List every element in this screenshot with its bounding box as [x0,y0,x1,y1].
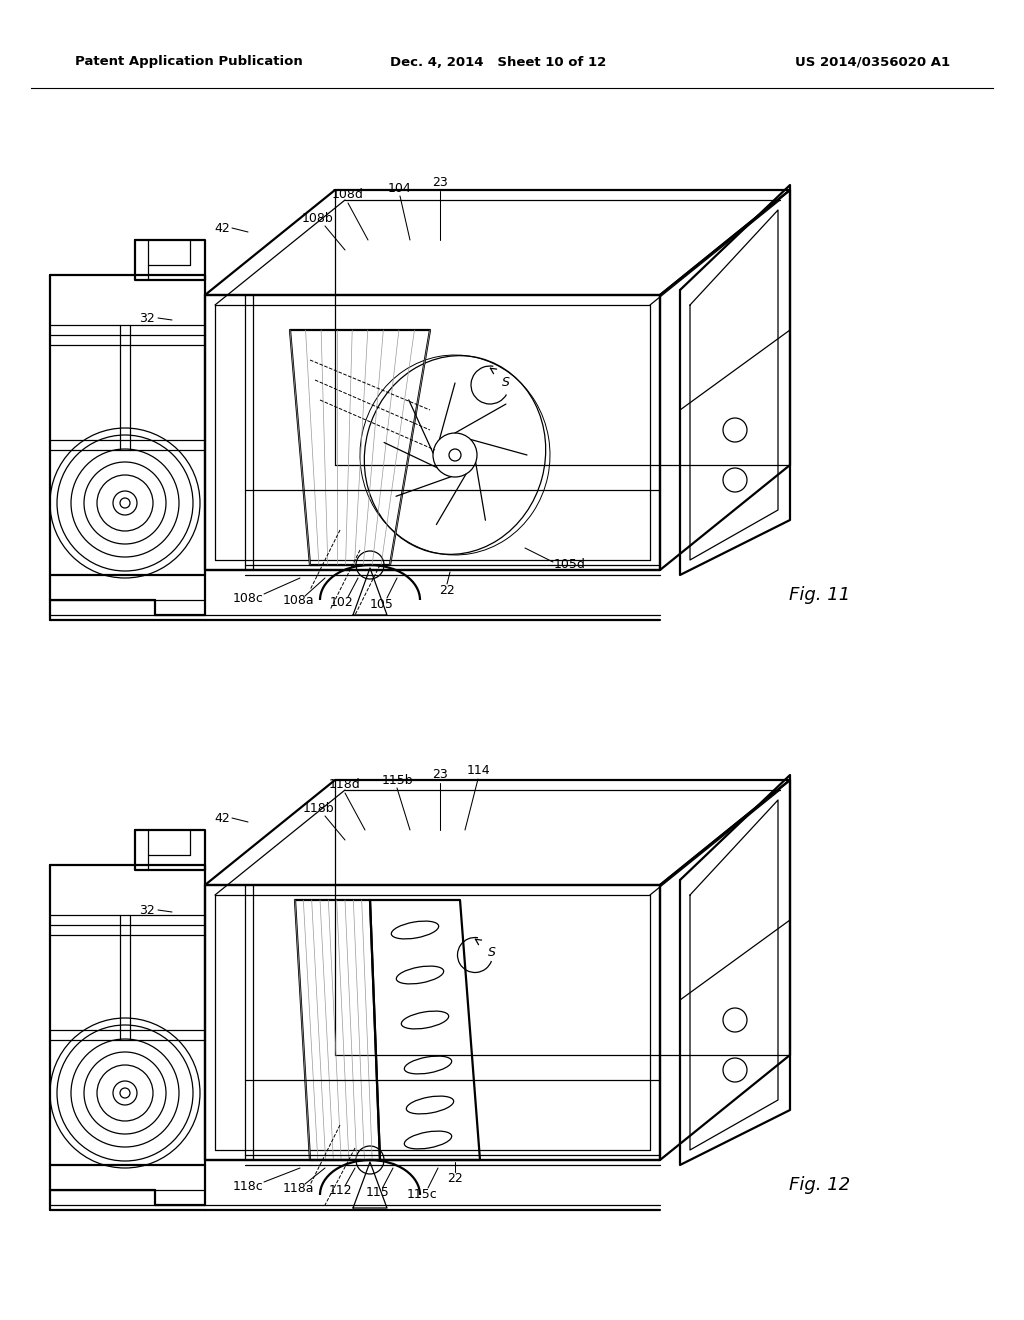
Text: 23: 23 [432,768,447,781]
Text: 22: 22 [447,1172,463,1184]
Text: 118d: 118d [329,779,360,792]
Text: 32: 32 [139,903,155,916]
Text: 112: 112 [328,1184,352,1196]
Text: S: S [488,945,496,958]
Text: 115b: 115b [381,774,413,787]
Text: 42: 42 [214,222,230,235]
Text: Fig. 12: Fig. 12 [790,1176,851,1195]
Circle shape [120,498,130,508]
Text: 105: 105 [370,598,394,610]
Text: US 2014/0356020 A1: US 2014/0356020 A1 [795,55,950,69]
Text: S: S [502,375,510,388]
Text: Fig. 11: Fig. 11 [790,586,851,605]
Text: 23: 23 [432,177,447,190]
Text: 118b: 118b [302,801,334,814]
Text: 108c: 108c [232,591,263,605]
Text: 108d: 108d [332,189,364,202]
Text: 108b: 108b [302,211,334,224]
Text: 115c: 115c [407,1188,437,1200]
Text: 105d: 105d [554,558,586,572]
Circle shape [449,449,461,461]
Text: 42: 42 [214,812,230,825]
Text: 118a: 118a [283,1181,313,1195]
Text: 108a: 108a [283,594,313,606]
Text: 102: 102 [330,595,354,609]
Text: 32: 32 [139,312,155,325]
Text: 114: 114 [466,764,489,777]
Text: Patent Application Publication: Patent Application Publication [75,55,303,69]
Text: 22: 22 [439,583,455,597]
Text: 115: 115 [367,1185,390,1199]
Text: 118c: 118c [232,1180,263,1192]
Text: 104: 104 [388,181,412,194]
Circle shape [120,1088,130,1098]
Text: Dec. 4, 2014   Sheet 10 of 12: Dec. 4, 2014 Sheet 10 of 12 [390,55,606,69]
